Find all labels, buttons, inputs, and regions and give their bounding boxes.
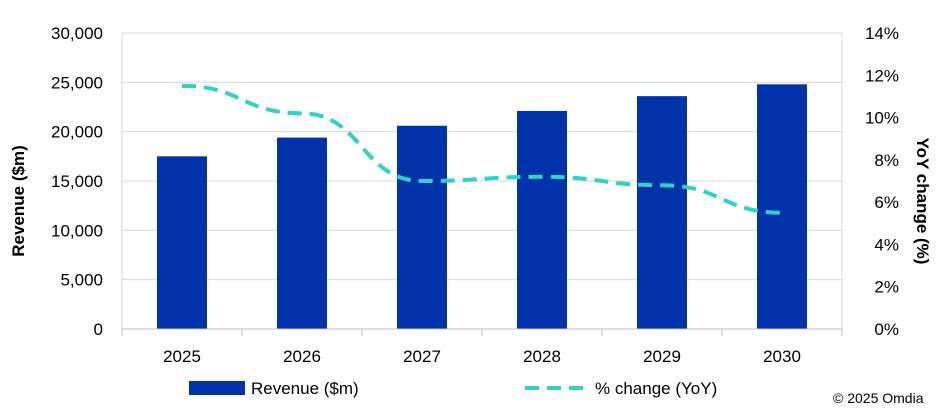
right-y-tick-label: 4%	[874, 235, 899, 254]
right-y-tick-labels: 0% 2% 4% 6% 8% 10% 12% 14%	[865, 24, 899, 339]
revenue-bar-2026	[277, 137, 327, 329]
axes	[121, 33, 843, 336]
yoy-line	[181, 83, 783, 215]
left-y-axis-title: Revenue ($m)	[9, 145, 28, 256]
gridlines	[122, 32, 842, 281]
revenue-bar-2030	[757, 84, 807, 329]
revenue-bars	[157, 84, 807, 330]
revenue-bar-2028	[517, 110, 567, 330]
left-y-tick-label: 10,000	[51, 221, 103, 240]
yoy-line-series	[181, 83, 783, 215]
x-tick-label-2027: 2027	[403, 347, 441, 366]
left-y-tick-label: 5,000	[60, 271, 103, 290]
revenue-bar-2025	[157, 156, 207, 329]
legend-revenue-label: Revenue ($m)	[251, 379, 359, 398]
x-tick-label-2028: 2028	[523, 347, 561, 366]
left-y-tick-label: 0	[94, 320, 103, 339]
copyright-label: © 2025 Omdia	[833, 390, 924, 406]
left-y-tick-label: 15,000	[51, 172, 103, 191]
left-y-tick-label: 30,000	[51, 24, 103, 43]
x-tick-label-2029: 2029	[643, 347, 681, 366]
x-tick-label-2025: 2025	[163, 347, 201, 366]
x-tick-label-2026: 2026	[283, 347, 321, 366]
right-y-tick-label: 10%	[865, 109, 899, 128]
revenue-bar-2027	[397, 125, 447, 329]
right-y-tick-label: 0%	[874, 320, 899, 339]
revenue-bar-2029	[637, 96, 687, 329]
right-y-tick-label: 8%	[874, 151, 899, 170]
right-y-tick-label: 2%	[874, 278, 899, 297]
left-y-tick-label: 25,000	[51, 73, 103, 92]
legend-yoy-label: % change (YoY)	[595, 379, 717, 398]
left-y-tick-label: 20,000	[51, 123, 103, 142]
right-y-tick-label: 14%	[865, 24, 899, 43]
right-y-tick-label: 12%	[865, 66, 899, 85]
legend-revenue-swatch	[189, 381, 245, 395]
right-y-tick-label: 6%	[874, 193, 899, 212]
left-y-tick-labels: 0 5,000 10,000 15,000 20,000 25,000 30,000	[51, 24, 103, 339]
x-tick-label-2030: 2030	[763, 347, 801, 366]
x-tick-labels: 2025 2026 2027 2028 2029 2030	[163, 347, 801, 366]
right-y-axis-title: YoY change (%)	[913, 138, 932, 265]
legend: Revenue ($m) % change (YoY)	[189, 379, 717, 398]
